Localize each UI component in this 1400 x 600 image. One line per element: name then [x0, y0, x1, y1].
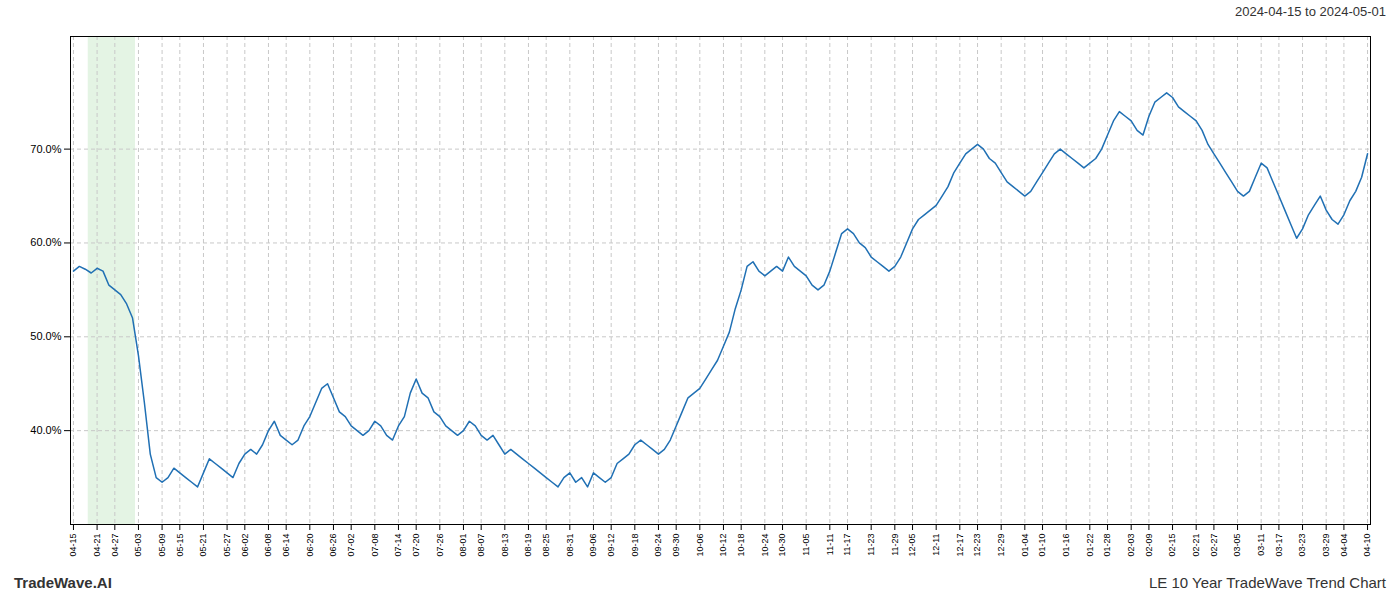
- svg-text:03-23: 03-23: [1297, 534, 1307, 557]
- svg-text:02-03: 02-03: [1126, 534, 1136, 557]
- svg-text:05-15: 05-15: [175, 534, 185, 557]
- svg-text:08-25: 08-25: [541, 534, 551, 557]
- svg-text:07-02: 07-02: [346, 534, 356, 557]
- svg-text:02-27: 02-27: [1209, 534, 1219, 557]
- svg-text:06-26: 06-26: [328, 534, 338, 557]
- html-text:2024-04-15 to 2024-05-01: 2024-04-15 to 2024-05-01: [1234, 4, 1386, 19]
- svg-text:08-07: 08-07: [476, 534, 486, 557]
- svg-text:12-17: 12-17: [955, 534, 965, 557]
- svg-text:06-14: 06-14: [281, 534, 291, 557]
- svg-text:11-11: 11-11: [825, 534, 835, 556]
- svg-text:04-15: 04-15: [68, 534, 78, 557]
- svg-text:06-08: 06-08: [263, 534, 273, 557]
- svg-text:07-26: 07-26: [435, 534, 445, 557]
- svg-text:02-09: 02-09: [1144, 534, 1154, 557]
- svg-text:03-17: 03-17: [1274, 534, 1284, 557]
- svg-text:09-30: 09-30: [671, 534, 681, 557]
- svg-text:01-10: 01-10: [1037, 534, 1047, 557]
- svg-text:03-29: 03-29: [1321, 534, 1331, 557]
- svg-text:10-24: 10-24: [760, 534, 770, 557]
- svg-text:11-29: 11-29: [890, 534, 900, 556]
- svg-text:02-15: 02-15: [1167, 534, 1177, 557]
- svg-text:05-27: 05-27: [222, 534, 232, 557]
- svg-text:08-19: 08-19: [523, 534, 533, 557]
- svg-text:04-04: 04-04: [1339, 534, 1349, 557]
- svg-text:05-09: 05-09: [157, 534, 167, 557]
- svg-text:07-14: 07-14: [393, 534, 403, 557]
- svg-text:10-12: 10-12: [718, 534, 728, 557]
- svg-text:04-21: 04-21: [92, 534, 102, 557]
- svg-text:01-04: 01-04: [1020, 534, 1030, 557]
- svg-text:12-23: 12-23: [972, 534, 982, 557]
- svg-text:11-05: 11-05: [801, 534, 811, 556]
- svg-text:09-18: 09-18: [630, 534, 640, 557]
- svg-text:40.0%: 40.0%: [30, 424, 61, 436]
- svg-text:09-06: 09-06: [588, 534, 598, 557]
- svg-text:07-20: 07-20: [411, 534, 421, 557]
- svg-text:09-24: 09-24: [653, 534, 663, 557]
- svg-text:12-11: 12-11: [931, 534, 941, 556]
- svg-text:10-06: 10-06: [695, 534, 705, 557]
- svg-text:06-20: 06-20: [305, 534, 315, 557]
- svg-text:01-22: 01-22: [1085, 534, 1095, 557]
- svg-text:07-08: 07-08: [370, 534, 380, 557]
- svg-text:03-05: 03-05: [1232, 534, 1242, 557]
- svg-text:01-28: 01-28: [1102, 534, 1112, 557]
- svg-text:70.0%: 70.0%: [30, 143, 61, 155]
- svg-text:12-29: 12-29: [996, 534, 1006, 557]
- svg-text:04-27: 04-27: [110, 534, 120, 557]
- html-text:LE 10 Year TradeWave Trend Cha: LE 10 Year TradeWave Trend Chart: [1148, 574, 1386, 591]
- svg-text:09-12: 09-12: [606, 534, 616, 557]
- svg-text:03-11: 03-11: [1256, 534, 1266, 556]
- svg-text:60.0%: 60.0%: [30, 236, 61, 248]
- svg-text:10-18: 10-18: [736, 534, 746, 557]
- svg-text:11-23: 11-23: [866, 534, 876, 556]
- svg-text:08-13: 08-13: [500, 534, 510, 557]
- svg-text:50.0%: 50.0%: [30, 330, 61, 342]
- svg-text:04-10: 04-10: [1362, 534, 1372, 557]
- svg-text:08-31: 08-31: [565, 534, 575, 557]
- svg-text:05-21: 05-21: [198, 534, 208, 557]
- svg-text:11-17: 11-17: [842, 534, 852, 556]
- html-text:TradeWave.AI: TradeWave.AI: [14, 574, 112, 591]
- svg-text:02-21: 02-21: [1191, 534, 1201, 557]
- svg-text:01-16: 01-16: [1061, 534, 1071, 557]
- svg-text:12-05: 12-05: [907, 534, 917, 557]
- svg-text:10-30: 10-30: [777, 534, 787, 557]
- svg-text:08-01: 08-01: [458, 534, 468, 557]
- svg-text:06-02: 06-02: [240, 534, 250, 557]
- svg-text:05-03: 05-03: [133, 534, 143, 557]
